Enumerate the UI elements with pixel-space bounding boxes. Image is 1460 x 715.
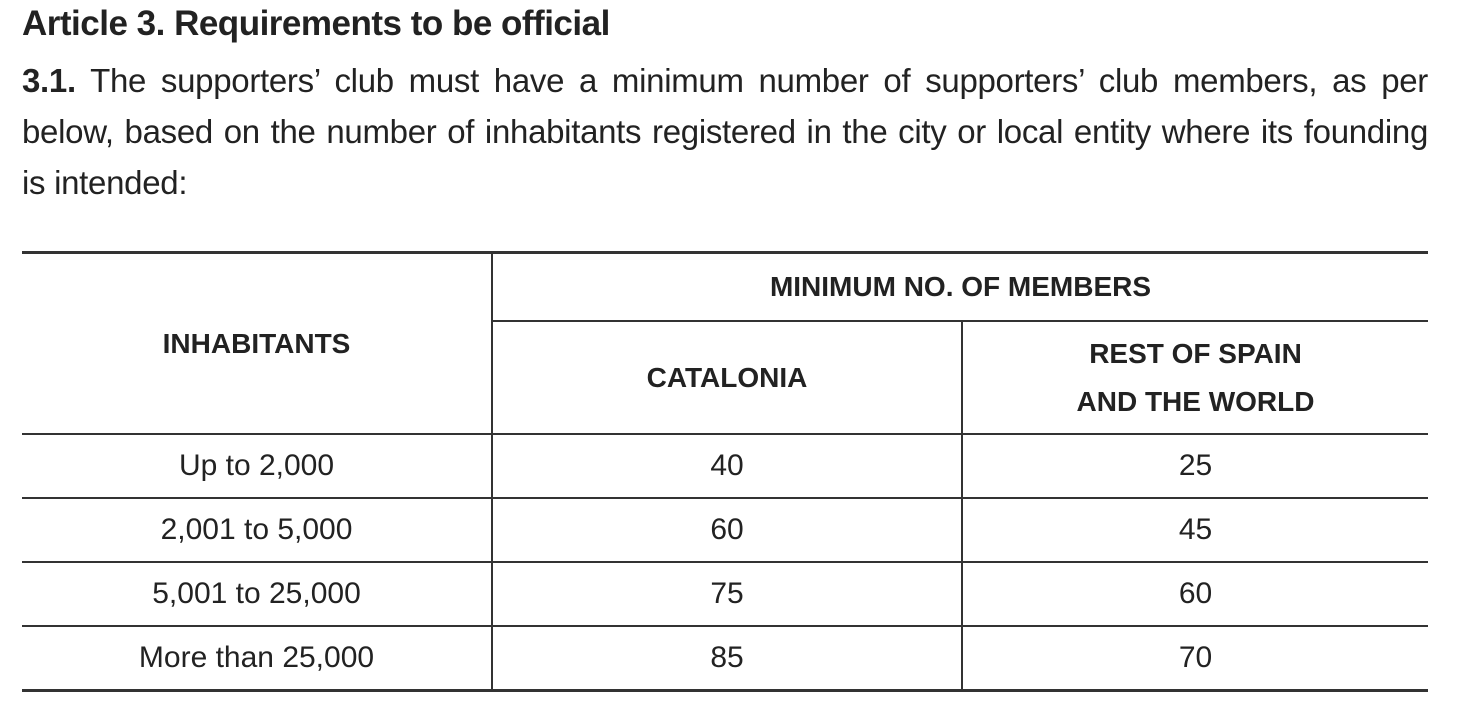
header-inhabitants: INHABITANTS xyxy=(22,251,492,435)
heading: Article 3. Requirements to be official xyxy=(22,4,610,43)
paragraph: 3.1. The supporters’ club must have a mi… xyxy=(22,55,1428,208)
header-catalonia: CATALONIA xyxy=(491,320,962,435)
table-cell: 85 xyxy=(491,625,962,692)
table-cell: 60 xyxy=(491,497,962,563)
table-row: 5,001 to 25,000 75 60 xyxy=(22,561,1428,627)
paragraph-text: The supporters’ club must have a minimum… xyxy=(22,62,1428,201)
table-row: Up to 2,000 40 25 xyxy=(22,433,1428,499)
table-cell: 60 xyxy=(961,561,1428,627)
table-cell: More than 25,000 xyxy=(22,625,492,692)
table-body: Up to 2,000 40 25 2,001 to 5,000 60 45 5,001 t… xyxy=(22,433,1428,692)
header-rest-line: AND THE WORLD xyxy=(1076,385,1315,417)
header-rest: REST OF SPAIN AND THE WORLD xyxy=(961,320,1428,435)
table-cell: 25 xyxy=(961,433,1428,499)
paragraph-number: 3.1. xyxy=(22,62,76,99)
table-cell: 5,001 to 25,000 xyxy=(22,561,492,627)
table-cell: 75 xyxy=(491,561,962,627)
table-cell: Up to 2,000 xyxy=(22,433,492,499)
header-group: MINIMUM NO. OF MEMBERS xyxy=(491,251,1428,322)
table-cell: 45 xyxy=(961,497,1428,563)
table-row: 2,001 to 5,000 60 45 xyxy=(22,497,1428,563)
header-rest-line: REST OF SPAIN xyxy=(1089,337,1302,369)
table-row: More than 25,000 85 70 xyxy=(22,625,1428,692)
table: INHABITANTS MINIMUM NO. OF MEMBERS CATAL… xyxy=(22,251,1428,692)
table-cell: 2,001 to 5,000 xyxy=(22,497,492,563)
table-cell: 40 xyxy=(491,433,962,499)
table-cell: 70 xyxy=(961,625,1428,692)
